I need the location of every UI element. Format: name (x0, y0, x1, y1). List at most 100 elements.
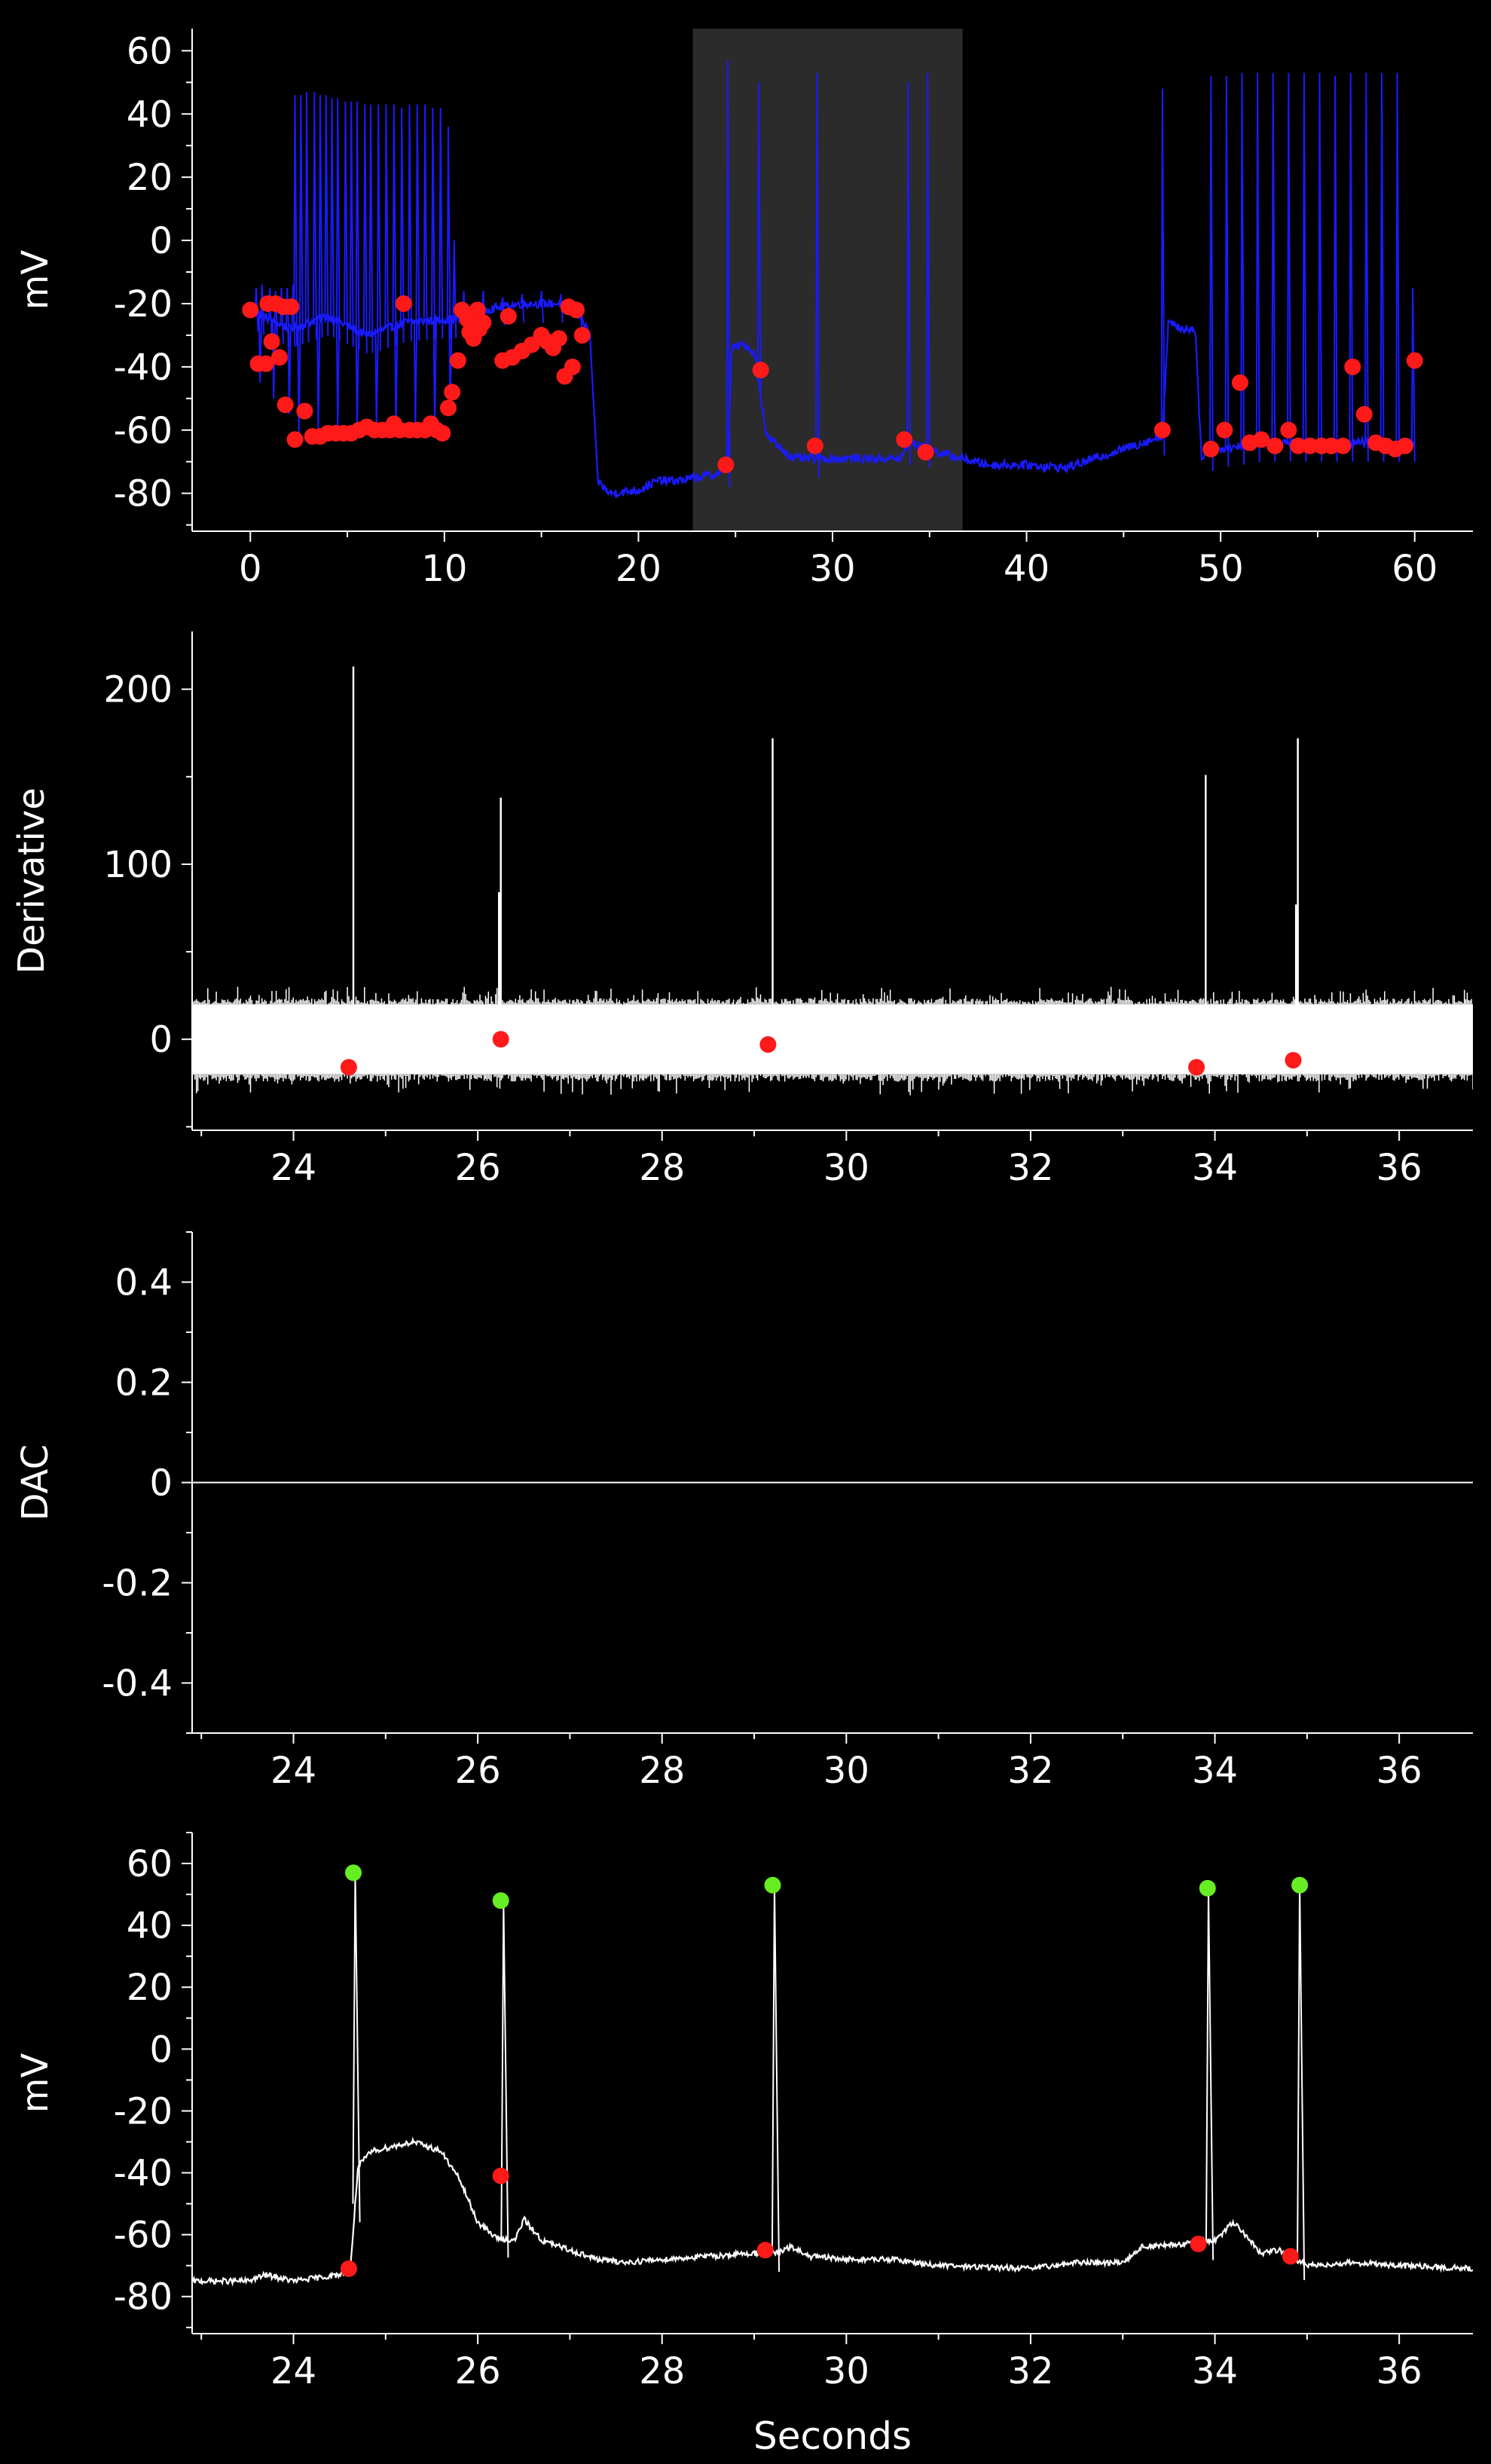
y-axis-label: mV (14, 2053, 57, 2114)
y-tick-label: 0 (149, 1463, 173, 1505)
event-marker (918, 444, 934, 460)
y-tick-label: 100 (103, 844, 173, 886)
event-marker (444, 384, 460, 400)
y-tick-label: 0 (149, 2028, 173, 2071)
y-tick-label: -0.4 (102, 1663, 173, 1705)
x-tick-label: 28 (639, 1147, 685, 1189)
event-marker (574, 327, 591, 344)
peak-marker (493, 1892, 509, 1909)
event-marker (1356, 406, 1373, 423)
y-tick-label: -40 (114, 347, 173, 389)
event-marker (493, 2168, 509, 2184)
y-tick-label: 20 (127, 157, 173, 199)
event-marker (1232, 374, 1248, 391)
x-tick-label: 10 (421, 548, 467, 590)
x-tick-label: 32 (1007, 1750, 1053, 1792)
x-tick-label: 20 (616, 548, 661, 590)
event-marker (434, 425, 451, 442)
y-tick-label: 0 (149, 1019, 173, 1061)
trough (1227, 448, 1230, 449)
y-tick-label: 0 (149, 220, 173, 262)
event-marker (396, 295, 412, 312)
event-marker (296, 403, 313, 420)
x-tick-label: 28 (639, 2350, 685, 2392)
event-marker (475, 314, 491, 331)
y-tick-label: 60 (127, 1843, 173, 1885)
x-axis-title: Seconds (753, 2414, 912, 2458)
event-marker (1334, 438, 1351, 454)
event-marker (1216, 422, 1233, 439)
event-marker (568, 301, 585, 318)
y-axis-label: mV (14, 250, 57, 310)
peak-marker (1199, 1880, 1216, 1897)
x-tick-label: 32 (1007, 2350, 1053, 2392)
x-tick-label: 28 (639, 1750, 685, 1792)
event-marker (1285, 1052, 1302, 1068)
y-tick-label: 40 (127, 93, 173, 136)
event-marker (283, 298, 299, 315)
event-marker (493, 1031, 509, 1047)
y-tick-label: -80 (114, 473, 173, 515)
x-tick-label: 36 (1376, 1147, 1422, 1189)
x-tick-label: 24 (270, 1147, 316, 1189)
y-tick-label: -80 (114, 2276, 173, 2319)
x-tick-label: 26 (455, 2350, 501, 2392)
y-axis-label: DAC (14, 1444, 57, 1521)
event-marker (1190, 2236, 1207, 2252)
event-marker (717, 457, 734, 473)
event-marker (753, 362, 769, 378)
x-tick-label: 30 (823, 1147, 869, 1189)
x-tick-label: 40 (1004, 548, 1050, 590)
event-marker (1202, 441, 1219, 457)
event-marker (341, 1059, 357, 1075)
x-tick-label: 36 (1376, 2350, 1422, 2392)
y-tick-label: -20 (114, 283, 173, 326)
y-tick-label: 60 (127, 30, 173, 72)
y-tick-label: -60 (114, 410, 173, 452)
event-marker (264, 333, 280, 350)
event-marker (242, 301, 258, 318)
y-tick-label: 40 (127, 1905, 173, 1947)
y-tick-label: -0.2 (102, 1563, 173, 1605)
event-marker (1266, 438, 1283, 454)
x-tick-label: 30 (809, 548, 855, 590)
event-marker (440, 399, 457, 416)
event-marker (757, 2242, 774, 2258)
x-tick-label: 30 (823, 1750, 869, 1792)
event-marker (759, 1036, 776, 1053)
event-marker (1407, 352, 1423, 368)
y-axis-label: Derivative (11, 787, 53, 974)
y-tick-label: 200 (103, 669, 173, 711)
x-tick-label: 36 (1376, 1750, 1422, 1792)
event-marker (807, 438, 823, 454)
y-tick-label: 20 (127, 1967, 173, 2009)
event-marker (551, 330, 567, 347)
x-tick-label: 24 (270, 1750, 316, 1792)
y-tick-label: 0.4 (115, 1262, 173, 1304)
noise-band (192, 1004, 1473, 1075)
event-marker (1154, 422, 1171, 439)
event-marker (1188, 1059, 1205, 1075)
peak-marker (765, 1877, 781, 1894)
event-marker (564, 359, 581, 375)
x-tick-label: 26 (455, 1750, 501, 1792)
event-marker (1280, 422, 1297, 439)
y-tick-label: 0.2 (115, 1362, 173, 1405)
x-tick-label: 34 (1192, 2350, 1238, 2392)
y-tick-label: -60 (114, 2215, 173, 2257)
event-marker (341, 2261, 357, 2277)
event-marker (450, 352, 466, 368)
y-tick-label: -40 (114, 2153, 173, 2195)
event-marker (1397, 438, 1413, 454)
event-marker (287, 431, 304, 448)
x-tick-label: 50 (1198, 548, 1244, 590)
x-tick-label: 32 (1007, 1147, 1053, 1189)
peak-marker (1291, 1877, 1308, 1894)
event-marker (1344, 359, 1361, 375)
event-marker (277, 396, 294, 413)
event-marker (896, 431, 912, 448)
y-tick-label: -20 (114, 2090, 173, 2132)
x-tick-label: 60 (1392, 548, 1438, 590)
x-tick-label: 34 (1192, 1750, 1238, 1792)
